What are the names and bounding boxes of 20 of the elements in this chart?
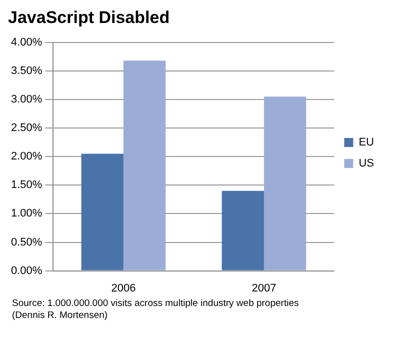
x-tick-label: 2006 [111, 282, 136, 294]
bar [264, 96, 306, 270]
y-tick-label: 1.50% [10, 179, 42, 192]
legend-label: EU [358, 136, 374, 149]
y-tick-label: 3.50% [10, 64, 42, 77]
y-tick-label: 4.00% [10, 36, 42, 48]
text: (Dennis R. Mortensen) [12, 310, 109, 322]
x-tick-label: 2007 [252, 282, 276, 294]
bar [123, 60, 166, 270]
chart-title: JavaScript Disabled [8, 8, 170, 27]
bar [81, 154, 124, 270]
y-tick-label: 2.50% [10, 122, 42, 134]
y-tick-label: 2.00% [10, 150, 42, 163]
y-tick-label: 0.50% [10, 236, 42, 248]
y-tick-label: 0.00% [10, 264, 42, 277]
bar [222, 190, 264, 270]
y-tick-label: 1.00% [10, 208, 42, 220]
source-note: Source: 1.000.000.000 visits across multiple industry web properties [12, 298, 300, 310]
y-tick-label: 3.00% [10, 94, 42, 106]
legend-label: US [358, 158, 374, 170]
